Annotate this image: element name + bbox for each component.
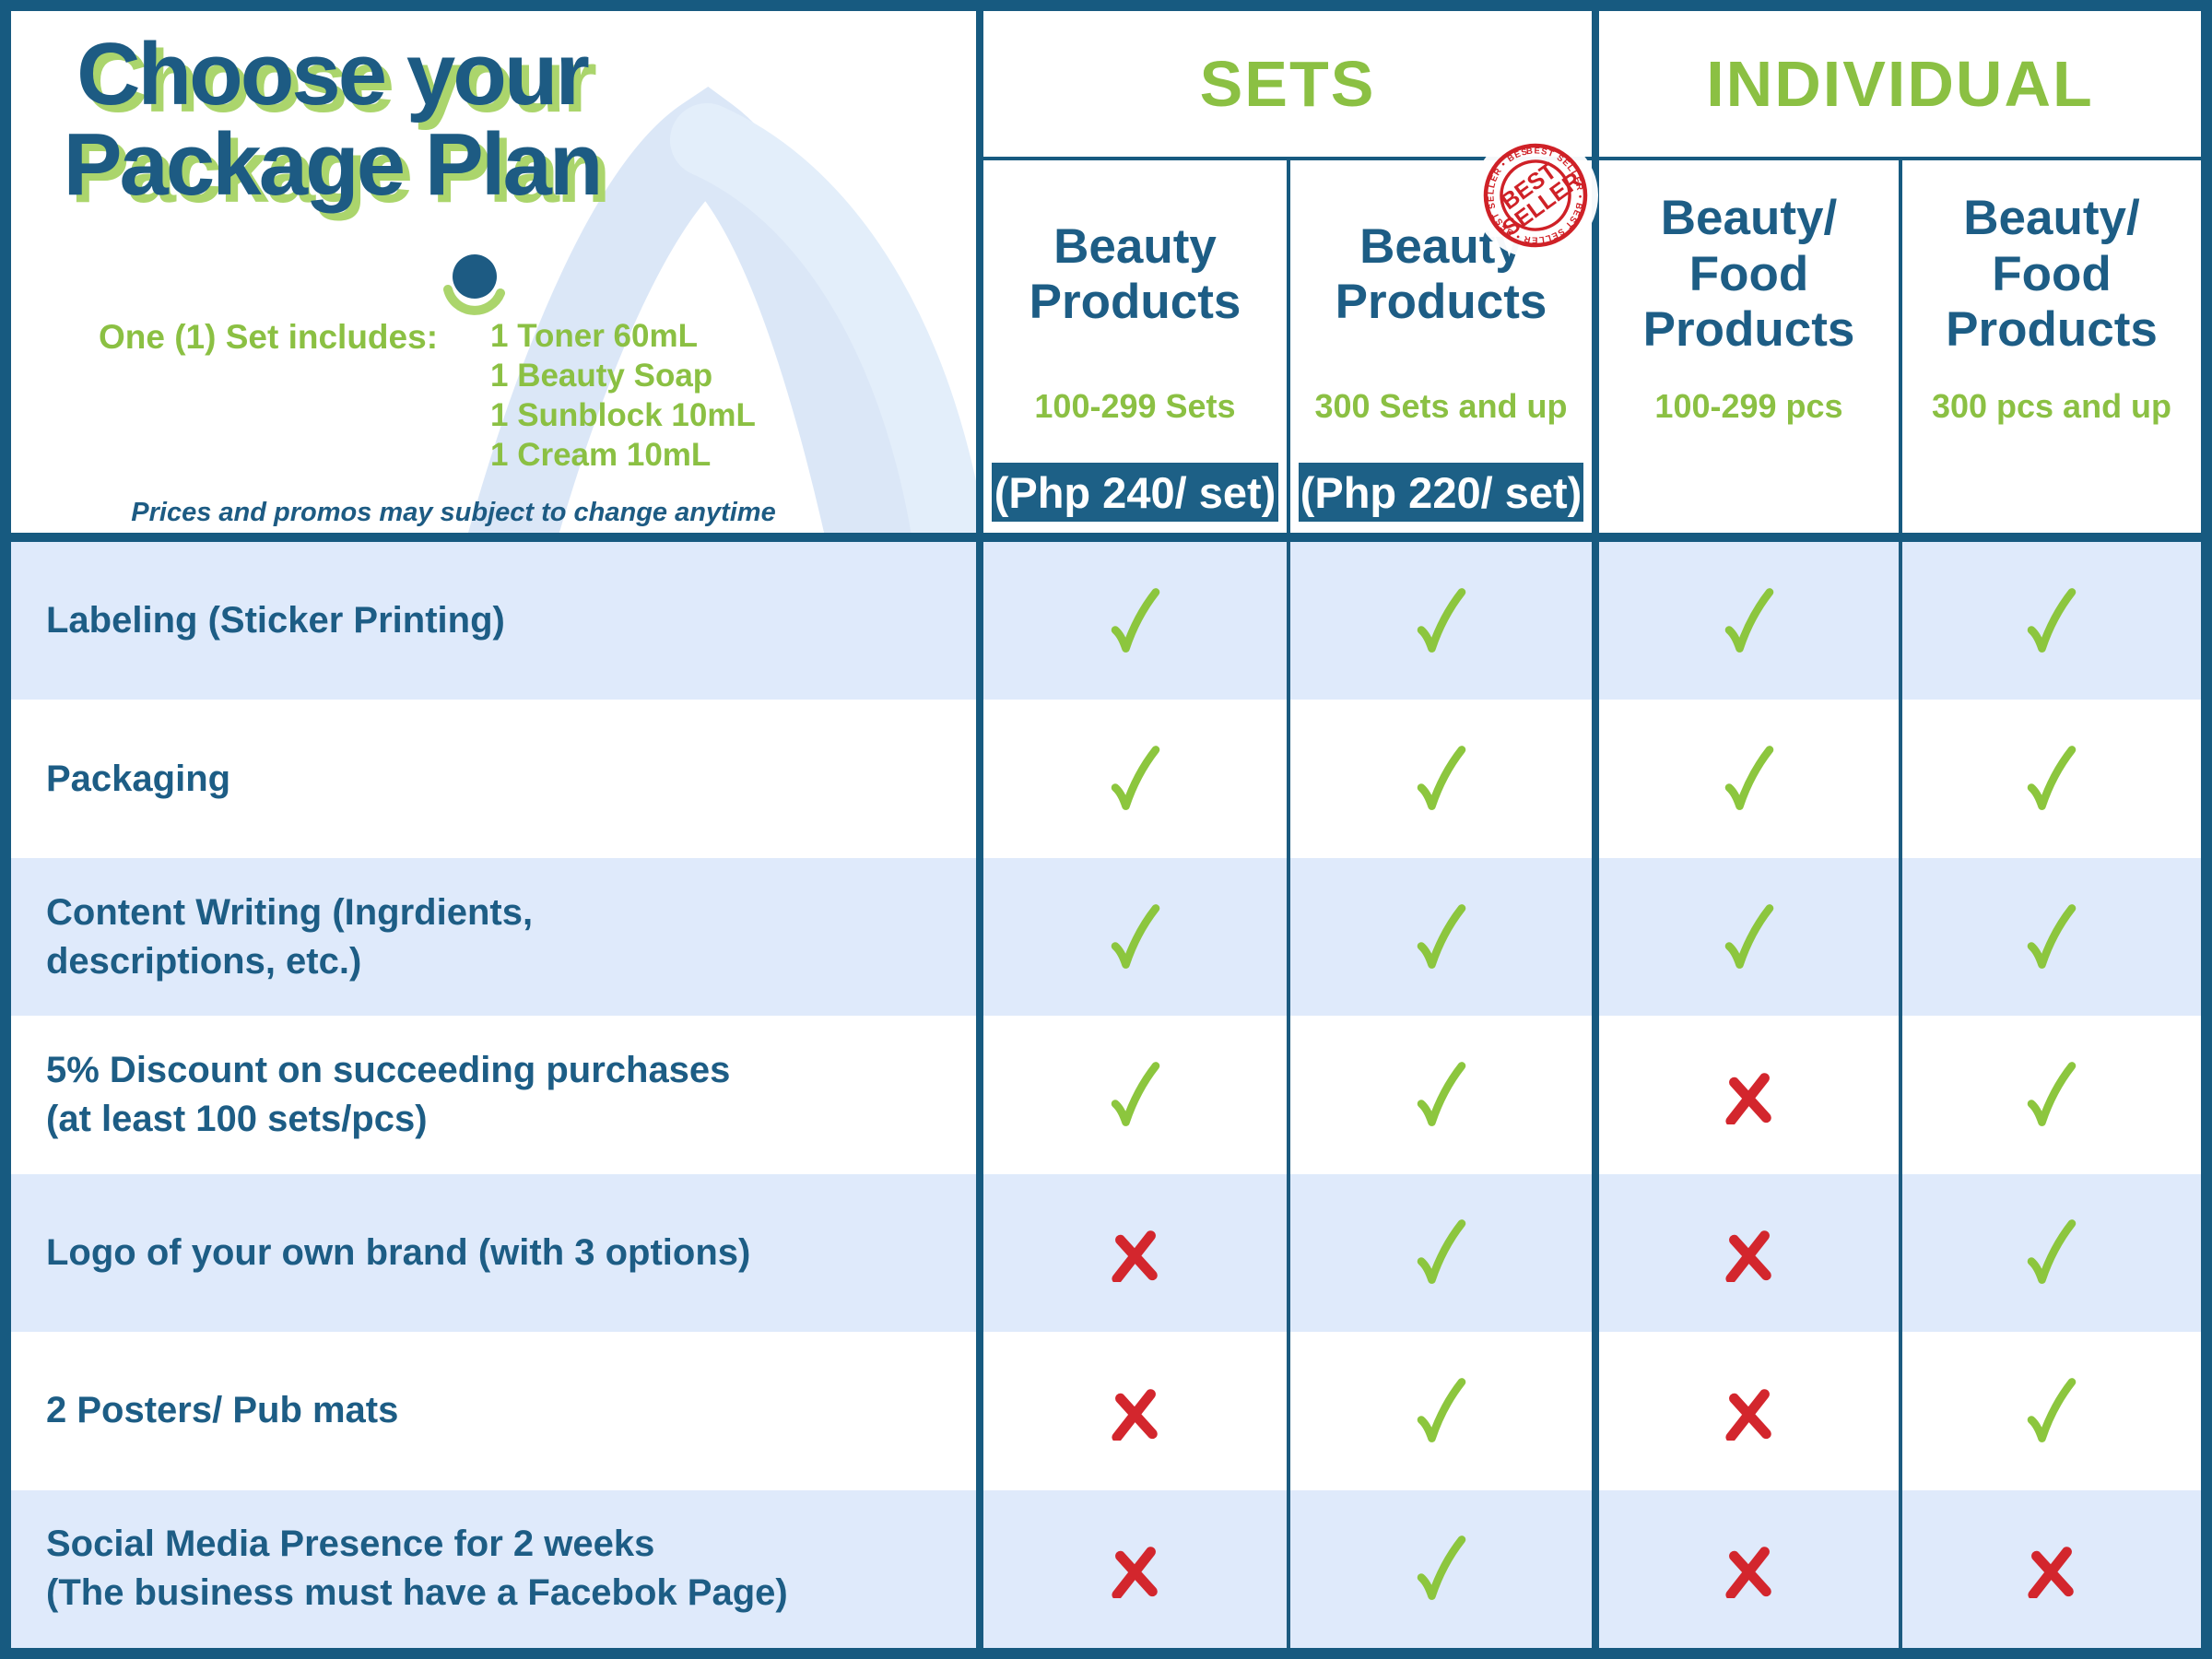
comparison-table: Choose your Package Plan One (1) Set incl… <box>11 11 2201 1648</box>
title-line1: Choose your <box>76 25 590 124</box>
feature-mark <box>983 542 1290 700</box>
feature-mark <box>983 1173 1290 1333</box>
feature-label: Packaging <box>11 700 983 858</box>
check-icon <box>1417 587 1465 653</box>
feature-mark <box>1290 1016 1599 1174</box>
plan-quantity: 100-299 Sets <box>1034 387 1236 425</box>
check-icon <box>1111 746 1159 811</box>
feature-mark <box>1290 1173 1599 1333</box>
feature-mark <box>1290 1489 1599 1648</box>
group-header-individual: INDIVIDUAL <box>1599 11 2201 160</box>
info-panel: Choose your Package Plan One (1) Set incl… <box>11 11 983 542</box>
pricing-disclaimer: Prices and promos may subject to change … <box>131 498 776 527</box>
feature-mark <box>1290 1332 1599 1490</box>
feature-mark <box>1290 700 1599 858</box>
cross-icon <box>1724 1389 1771 1441</box>
feature-label: Labeling (Sticker Printing) <box>11 542 983 700</box>
feature-mark <box>1290 542 1599 700</box>
feature-label: Social Media Presence for 2 weeks (The b… <box>11 1489 983 1648</box>
cross-icon <box>1724 1230 1771 1283</box>
group-header-sets: SETS <box>983 11 1599 160</box>
check-icon <box>1417 746 1465 811</box>
check-icon <box>1417 1219 1465 1285</box>
brand-watermark-icon <box>443 86 976 533</box>
check-icon <box>1417 1378 1465 1442</box>
feature-mark <box>1902 700 2201 857</box>
plan-quantity: 300 pcs and up <box>1931 387 2172 425</box>
cross-icon <box>1724 1073 1771 1124</box>
plan-quantity: 300 Sets and up <box>1314 387 1568 425</box>
feature-label: 2 Posters/ Pub mats <box>11 1332 983 1490</box>
feature-mark <box>1902 1489 2201 1648</box>
plan-name: Beauty Products <box>1029 218 1241 329</box>
feature-mark <box>1599 1332 1902 1490</box>
check-icon <box>1111 1062 1159 1126</box>
plan-name: Beauty/ Food Products <box>1946 191 2158 358</box>
plan-price-badge: (Php 240/ set) <box>992 463 1278 522</box>
feature-mark <box>1599 1173 1902 1333</box>
feature-mark <box>983 1332 1290 1490</box>
check-icon <box>2027 1062 2077 1126</box>
feature-mark <box>1599 542 1902 700</box>
cross-icon <box>1111 1547 1158 1599</box>
check-icon <box>1417 903 1465 969</box>
feature-label: 5% Discount on succeeding purchases (at … <box>11 1016 983 1174</box>
plan-name: Beauty/ Food Products <box>1642 191 1855 358</box>
check-icon <box>1111 903 1159 969</box>
cross-icon <box>2028 1547 2074 1599</box>
feature-mark <box>1599 1489 1902 1648</box>
feature-mark <box>1599 857 1902 1017</box>
check-icon <box>2027 746 2077 811</box>
check-icon <box>2027 1378 2077 1442</box>
feature-mark <box>983 700 1290 858</box>
feature-label: Logo of your own brand (with 3 options) <box>11 1173 983 1333</box>
feature-mark <box>1902 857 2201 1017</box>
feature-mark <box>1599 1016 1902 1174</box>
feature-mark <box>1902 1332 2201 1489</box>
check-icon <box>1724 746 1773 811</box>
check-icon <box>1417 1062 1465 1126</box>
feature-mark <box>1290 857 1599 1017</box>
check-icon <box>1724 587 1773 653</box>
plan-column-individual-100-299: Beauty/ Food Products 100-299 pcs <box>1599 160 1902 542</box>
feature-mark <box>1902 542 2201 700</box>
feature-label: Content Writing (Ingrdients, description… <box>11 857 983 1017</box>
check-icon <box>1111 587 1159 653</box>
check-icon <box>1417 1535 1465 1601</box>
set-includes-items: 1 Toner 60mL 1 Beauty Soap 1 Sunblock 10… <box>490 318 756 473</box>
check-icon <box>2027 903 2077 969</box>
check-icon <box>2027 587 2077 653</box>
plan-quantity: 100-299 pcs <box>1654 387 1843 425</box>
cross-icon <box>1724 1547 1771 1599</box>
feature-mark <box>1599 700 1902 858</box>
page-title: Choose your Package Plan <box>28 29 636 210</box>
plan-column-sets-100-299: Beauty Products 100-299 Sets (Php 240/ s… <box>983 160 1290 542</box>
feature-mark <box>983 1016 1290 1174</box>
feature-mark <box>1902 1173 2201 1333</box>
check-icon <box>1724 903 1773 969</box>
cross-icon <box>1111 1389 1158 1441</box>
title-line2: Package Plan <box>63 114 603 214</box>
set-includes-label: One (1) Set includes: <box>99 318 439 356</box>
best-seller-stamp: BEST SELLER • BEST SELLER • BEST SELLER … <box>1441 104 1626 286</box>
check-icon <box>2027 1219 2077 1285</box>
plan-price-badge: (Php 220/ set) <box>1299 463 1583 522</box>
plan-column-individual-300up: Beauty/ Food Products 300 pcs and up <box>1902 160 2201 542</box>
plan-name: Beauty Products <box>1335 218 1547 329</box>
feature-mark <box>983 1489 1290 1648</box>
cross-icon <box>1111 1230 1158 1283</box>
feature-mark <box>983 857 1290 1017</box>
feature-mark <box>1902 1016 2201 1173</box>
